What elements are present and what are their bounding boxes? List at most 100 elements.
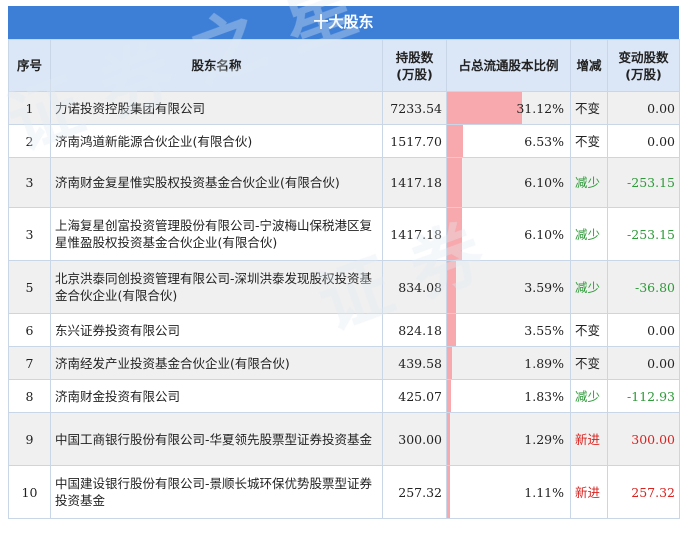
delta-value: 0.00 [607, 124, 680, 158]
change-status: 新进 [570, 465, 608, 519]
ratio-cell: 3.59% [446, 260, 571, 314]
table-row: 3 上海复星创富投资管理股份有限公司-宁波梅山保税港区复星惟盈股权投资基金合伙企业… [8, 207, 680, 261]
shareholder-name: 济南财金投资有限公司 [50, 379, 383, 413]
header-name: 股东名称 [50, 39, 383, 92]
shares-value: 425.07 [382, 379, 447, 413]
ratio-cell: 6.10% [446, 157, 571, 208]
table-row: 9 中国工商银行股份有限公司-华夏领先股票型证券投资基金 300.00 1.29% 新进… [8, 412, 680, 466]
delta-value: -253.15 [607, 157, 680, 208]
header-delta: 变动股数 (万股) [607, 39, 680, 92]
ratio-bar [447, 208, 462, 260]
shares-value: 824.18 [382, 313, 447, 347]
ratio-cell: 1.29% [446, 412, 571, 466]
table-body: 1 力诺投资控股集团有限公司 7233.54 31.12% 不变 0.00 2 济南鸿道新能源… [8, 91, 680, 519]
table-row: 3 济南财金复星惟实股权投资基金合伙企业(有限合伙) 1417.18 6.10% 减少 -… [8, 157, 680, 208]
shareholder-name: 中国建设银行股份有限公司-景顺长城环保优势股票型证券投资基金 [50, 465, 383, 519]
shares-value: 1417.18 [382, 157, 447, 208]
row-index: 7 [8, 346, 51, 380]
ratio-bar [447, 125, 463, 157]
change-status: 不变 [570, 346, 608, 380]
table-row: 10 中国建设银行股份有限公司-景顺长城环保优势股票型证券投资基金 257.32 1.… [8, 465, 680, 519]
shares-value: 7233.54 [382, 91, 447, 125]
ratio-bar [447, 380, 452, 412]
ratio-cell: 1.11% [446, 465, 571, 519]
header-idx: 序号 [8, 39, 51, 92]
shareholder-name: 北京洪泰同创投资管理有限公司-深圳洪泰发现股权投资基金合伙企业(有限合伙) [50, 260, 383, 314]
change-status: 减少 [570, 379, 608, 413]
ratio-value: 6.10% [524, 226, 564, 242]
ratio-value: 3.59% [524, 279, 564, 295]
ratio-value: 1.89% [524, 355, 564, 371]
change-status: 减少 [570, 207, 608, 261]
header-shares-line1: 持股数 [395, 49, 434, 65]
change-status: 不变 [570, 313, 608, 347]
delta-value: 257.32 [607, 465, 680, 519]
row-index: 9 [8, 412, 51, 466]
ratio-cell: 6.53% [446, 124, 571, 158]
shareholder-name: 东兴证券投资有限公司 [50, 313, 383, 347]
table-header-row: 序号 股东名称 持股数 (万股) 占总流通股本比例 增减 变动股数 (万股) [8, 39, 680, 92]
delta-value: -36.80 [607, 260, 680, 314]
ratio-cell: 3.55% [446, 313, 571, 347]
change-status: 减少 [570, 260, 608, 314]
panel-title: 十大股东 [8, 6, 679, 39]
row-index: 6 [8, 313, 51, 347]
ratio-value: 6.10% [524, 175, 564, 190]
ratio-value: 3.55% [524, 322, 564, 338]
ratio-cell: 31.12% [446, 91, 571, 125]
ratio-cell: 1.89% [446, 346, 571, 380]
shareholder-name: 中国工商银行股份有限公司-华夏领先股票型证券投资基金 [50, 412, 383, 466]
shares-value: 1417.18 [382, 207, 447, 261]
header-ratio: 占总流通股本比例 [446, 39, 571, 92]
shares-value: 834.08 [382, 260, 447, 314]
shareholder-name: 济南鸿道新能源合伙企业(有限合伙) [50, 124, 383, 158]
change-status: 不变 [570, 124, 608, 158]
ratio-bar [447, 261, 456, 313]
row-index: 1 [8, 91, 51, 125]
table-row: 7 济南经发产业投资基金合伙企业(有限合伙) 439.58 1.89% 不变 0.00 [8, 346, 680, 380]
header-shares-line2: (万股) [396, 66, 433, 82]
shares-value: 439.58 [382, 346, 447, 380]
delta-value: -253.15 [607, 207, 680, 261]
change-status: 减少 [570, 157, 608, 208]
table-row: 2 济南鸿道新能源合伙企业(有限合伙) 1517.70 6.53% 不变 0.00 [8, 124, 680, 158]
table-row: 8 济南财金投资有限公司 425.07 1.83% 减少 -112.93 [8, 379, 680, 413]
shareholder-name: 济南经发产业投资基金合伙企业(有限合伙) [50, 346, 383, 380]
ratio-bar [447, 158, 462, 207]
header-delta-line2: (万股) [625, 66, 662, 82]
shareholder-name: 上海复星创富投资管理股份有限公司-宁波梅山保税港区复星惟盈股权投资基金合伙企业(… [50, 207, 383, 261]
delta-value: -112.93 [607, 379, 680, 413]
row-index: 3 [8, 207, 51, 261]
ratio-value: 1.83% [524, 388, 564, 404]
ratio-bar [447, 413, 451, 465]
table-row: 1 力诺投资控股集团有限公司 7233.54 31.12% 不变 0.00 [8, 91, 680, 125]
shareholder-name: 济南财金复星惟实股权投资基金合伙企业(有限合伙) [50, 157, 383, 208]
header-change: 增减 [570, 39, 608, 92]
ratio-value: 31.12% [516, 100, 564, 116]
row-index: 10 [8, 465, 51, 519]
ratio-value: 1.11% [524, 484, 564, 500]
header-shares: 持股数 (万股) [382, 39, 447, 92]
table-row: 6 东兴证券投资有限公司 824.18 3.55% 不变 0.00 [8, 313, 680, 347]
shares-value: 1517.70 [382, 124, 447, 158]
delta-value: 0.00 [607, 91, 680, 125]
change-status: 新进 [570, 412, 608, 466]
row-index: 3 [8, 157, 51, 208]
delta-value: 0.00 [607, 346, 680, 380]
ratio-bar [447, 92, 522, 124]
row-index: 8 [8, 379, 51, 413]
delta-value: 300.00 [607, 412, 680, 466]
ratio-cell: 1.83% [446, 379, 571, 413]
shares-value: 300.00 [382, 412, 447, 466]
row-index: 2 [8, 124, 51, 158]
change-status: 不变 [570, 91, 608, 125]
table-row: 5 北京洪泰同创投资管理有限公司-深圳洪泰发现股权投资基金合伙企业(有限合伙) 83… [8, 260, 680, 314]
shares-value: 257.32 [382, 465, 447, 519]
ratio-bar [447, 314, 456, 346]
shareholder-name: 力诺投资控股集团有限公司 [50, 91, 383, 125]
ratio-value: 1.29% [524, 431, 564, 447]
header-delta-line1: 变动股数 [618, 49, 669, 65]
ratio-cell: 6.10% [446, 207, 571, 261]
shareholders-table: 序号 股东名称 持股数 (万股) 占总流通股本比例 增减 变动股数 (万股) 1… [8, 39, 680, 519]
shareholders-panel: 十大股东 序号 股东名称 持股数 (万股) 占总流通股本比例 增减 变动股数 [8, 6, 680, 519]
